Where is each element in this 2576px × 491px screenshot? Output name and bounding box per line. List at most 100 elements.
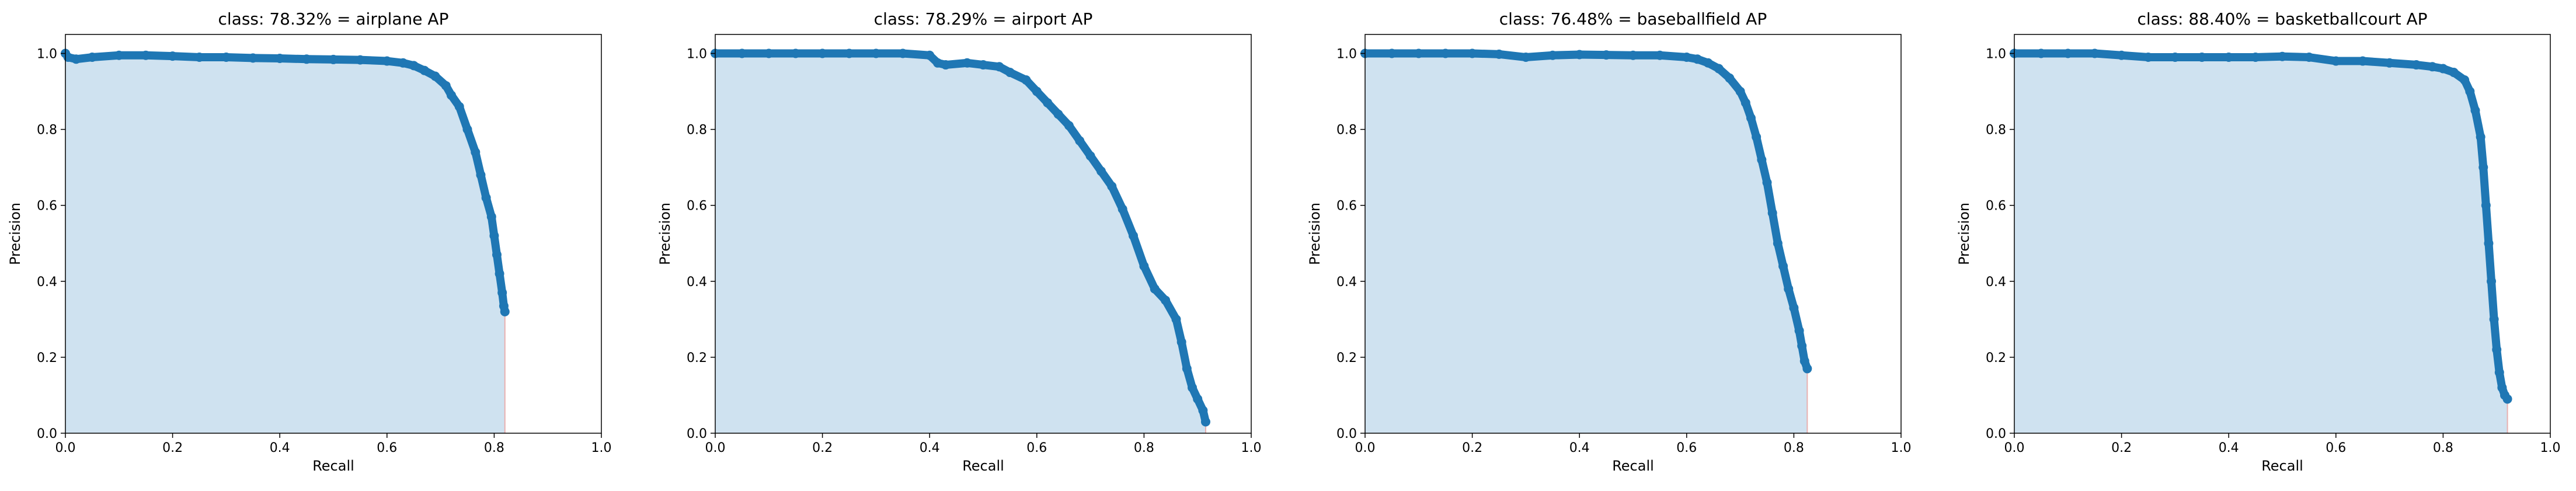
pr-curve-point — [1725, 73, 1735, 83]
chart-title: class: 76.48% = baseballfield AP — [1499, 9, 1767, 29]
pr-area-fill — [2014, 53, 2508, 433]
pr-area-fill — [65, 53, 505, 433]
plot-frame — [65, 34, 602, 434]
x-tick-label: 0.4 — [270, 441, 290, 455]
x-tick-label: 0.2 — [1462, 441, 1482, 455]
pr-curve-point — [1714, 64, 1724, 74]
pr-curve-point — [489, 231, 499, 241]
pr-curve-point — [2487, 276, 2497, 286]
pr-curve-point — [500, 307, 510, 316]
pr-curve-point — [2449, 68, 2459, 78]
pr-chart-2: class: 78.29% = airport AP 0.0 0.2 0.4 0.6 0.… — [657, 9, 1262, 474]
y-tick-label: 0.0 — [1986, 427, 2006, 441]
pr-curve-point — [871, 48, 881, 58]
pr-curve-point — [1188, 382, 1198, 392]
x-tick-label: 0.8 — [1134, 441, 1154, 455]
x-axis-label: Recall — [1612, 458, 1654, 474]
pr-curve-point — [1200, 417, 1210, 427]
pr-curve-point — [1778, 261, 1788, 271]
pr-curve-point — [2143, 53, 2153, 62]
pr-curve-point — [2494, 367, 2504, 377]
pr-curve-point — [1799, 356, 1809, 366]
pr-curve-point — [382, 56, 392, 66]
pr-curve-point — [441, 81, 451, 90]
pr-curve-point — [2304, 53, 2314, 62]
pr-curve-point — [420, 65, 430, 75]
y-tick-label: 0.8 — [1336, 123, 1357, 138]
x-tick-label: 1.0 — [1891, 441, 1912, 455]
y-tick-label: 0.6 — [687, 199, 707, 214]
pr-curve-point — [1440, 48, 1450, 58]
x-tick-label: 0.6 — [2326, 441, 2346, 455]
y-axis-label: Precision — [1956, 203, 1972, 265]
y-axis-label: Precision — [657, 203, 673, 265]
y-tick-label: 1.0 — [37, 47, 57, 62]
pr-curve-point — [446, 90, 456, 100]
pr-curve-point — [1752, 132, 1762, 142]
chart-title: class: 78.32% = airplane AP — [218, 9, 449, 29]
pr-curve-point — [844, 48, 854, 58]
x-axis-label: Recall — [962, 458, 1004, 474]
pr-curve-point — [497, 288, 507, 298]
x-tick-label: 0.2 — [162, 441, 183, 455]
pr-curve-point — [2117, 50, 2126, 60]
x-tick-label: 0.8 — [2433, 441, 2453, 455]
pr-curve-point — [2470, 106, 2480, 116]
pr-curve-point — [168, 51, 177, 61]
y-tick-label: 1.0 — [1336, 47, 1357, 62]
pr-curve-point — [1118, 204, 1127, 214]
plot-frame — [2014, 34, 2551, 434]
pr-curve-point — [1053, 109, 1063, 119]
pr-chart-4: class: 88.40% = basketballcourt AP 0.0 0.2… — [1956, 9, 2561, 474]
pr-curve-point — [1735, 86, 1745, 96]
y-axis-label: Precision — [7, 203, 23, 265]
pr-curve-point — [1129, 231, 1139, 241]
pr-curve-point — [2497, 382, 2507, 392]
pr-curve-point — [941, 60, 951, 70]
pr-curve-point — [1150, 284, 1160, 294]
x-tick-label: 0.0 — [705, 441, 726, 455]
pr-curve-point — [764, 48, 774, 58]
pr-curve-point — [302, 54, 312, 64]
pr-curve-point — [2331, 56, 2341, 66]
pr-curve-point — [1802, 364, 1812, 374]
y-tick-label: 0.0 — [37, 427, 57, 441]
pr-curve-point — [1762, 177, 1772, 187]
x-tick-label: 0.0 — [2004, 441, 2025, 455]
x-tick-label: 1.0 — [2540, 441, 2561, 455]
pr-curve-point — [1602, 50, 1611, 60]
y-tick-label: 0.2 — [687, 351, 707, 365]
pr-curve-point — [2036, 48, 2046, 58]
pr-curve-point — [1494, 49, 1504, 59]
y-tick-label: 0.8 — [687, 123, 707, 138]
pr-curve-point — [1107, 182, 1117, 191]
pr-curve-point — [1414, 48, 1423, 58]
pr-curve-point — [979, 60, 988, 70]
y-tick-label: 0.0 — [687, 427, 707, 441]
pr-curve-point — [1171, 314, 1181, 324]
pr-curve-point — [194, 53, 204, 62]
x-tick-label: 1.0 — [1241, 441, 1262, 455]
pr-chart-3: class: 76.48% = baseballfield AP 0.0 0.2 0.… — [1307, 9, 1912, 474]
pr-curve-point — [1032, 86, 1042, 96]
pr-area-fill — [1365, 53, 1808, 433]
pr-curve-point — [2484, 238, 2494, 248]
pr-curve-point — [1043, 98, 1053, 108]
pr-curve-point — [1005, 68, 1015, 78]
pr-curve-point — [1682, 53, 1691, 62]
pr-curve-point — [454, 102, 464, 112]
pr-curve-point — [462, 124, 472, 134]
pr-curve-point — [1096, 166, 1106, 176]
pr-chart-1: class: 78.32% = airplane AP 0.0 0.2 0.4 0.6 0… — [7, 9, 612, 474]
pr-curve-point — [1575, 50, 1585, 60]
pr-curve-point — [1085, 151, 1095, 161]
pr-curve-point — [1794, 326, 1804, 336]
pr-curve-point — [1773, 238, 1783, 248]
pr-curve-point — [1655, 50, 1665, 60]
pr-curve-point — [2384, 58, 2394, 68]
pr-curve-point — [2224, 53, 2234, 62]
pr-curve-point — [962, 58, 972, 68]
pr-curve-point — [1198, 405, 1208, 415]
pr-curve-point — [1757, 155, 1767, 165]
x-tick-label: 0.4 — [1569, 441, 1590, 455]
